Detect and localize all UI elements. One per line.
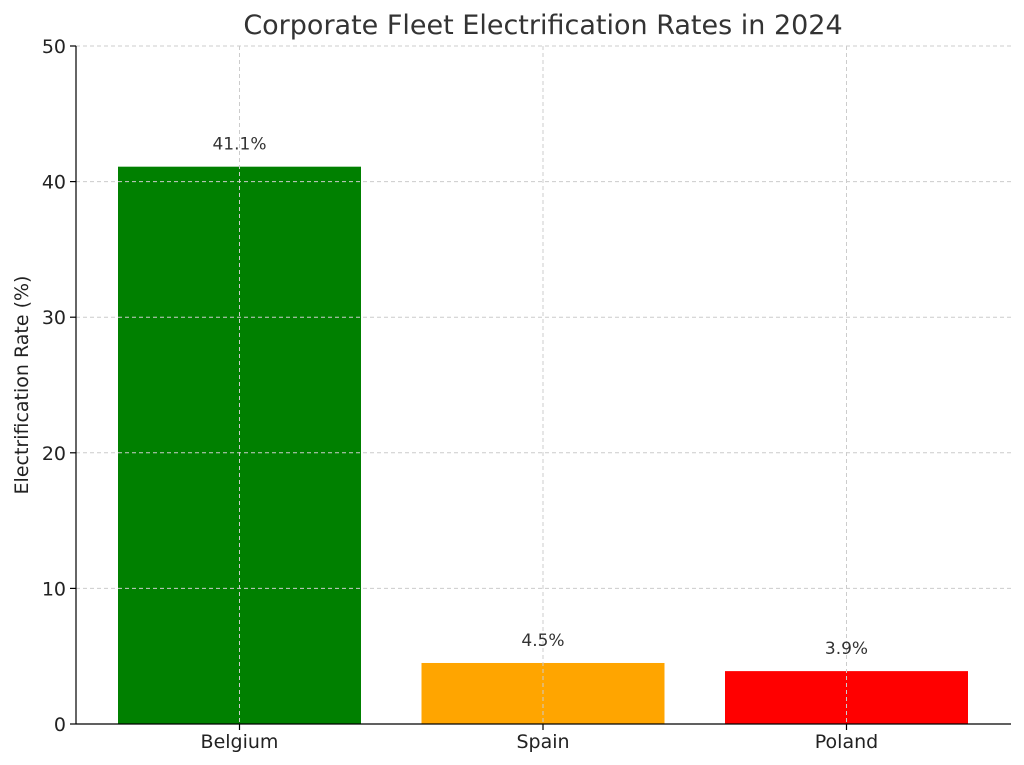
x-tick-label-poland: Poland — [815, 731, 878, 753]
chart-title: Corporate Fleet Electrification Rates in… — [243, 10, 842, 41]
x-tick-label-belgium: Belgium — [201, 731, 279, 753]
y-tick-label: 0 — [54, 714, 66, 736]
y-tick-label: 20 — [42, 443, 66, 465]
data-label-belgium: 41.1% — [212, 135, 266, 155]
data-label-spain: 4.5% — [521, 631, 564, 651]
y-ticks: 0 10 20 30 40 50 — [42, 36, 76, 736]
y-tick-label: 10 — [42, 578, 66, 600]
y-axis-label: Electrification Rate (%) — [11, 276, 33, 495]
grid — [76, 45, 1011, 725]
y-tick-label: 30 — [42, 307, 66, 329]
data-label-poland: 3.9% — [825, 639, 868, 659]
x-tick-label-spain: Spain — [516, 731, 569, 753]
y-tick-label: 40 — [42, 172, 66, 194]
x-ticks: Belgium Spain Poland — [201, 724, 878, 753]
data-labels: 41.1% 4.5% 3.9% — [212, 135, 868, 659]
y-tick-label: 50 — [42, 36, 66, 58]
